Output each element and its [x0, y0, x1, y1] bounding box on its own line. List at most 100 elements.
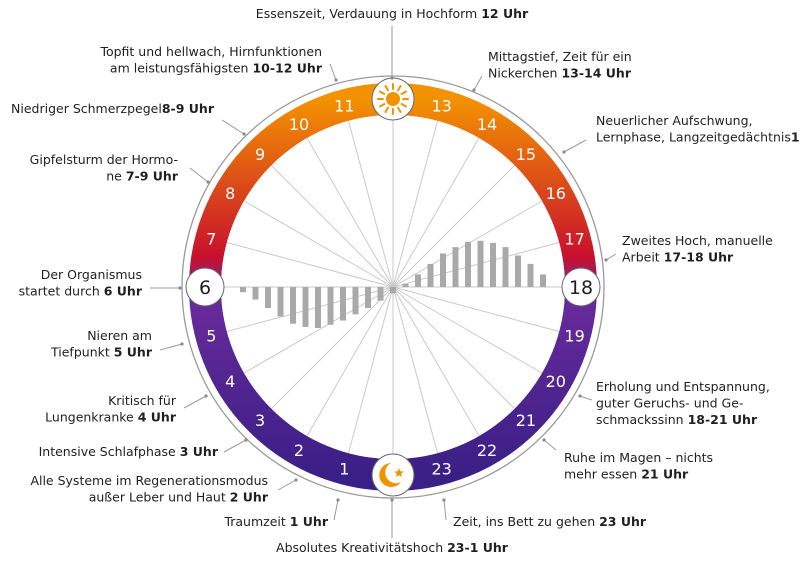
annotation-text: Zeit, ins Bett zu gehen — [453, 514, 599, 529]
annotation-text: Traumzeit — [223, 514, 289, 529]
hour-label: 19 — [564, 327, 584, 346]
activity-bar — [540, 274, 546, 287]
annotation-3: Intensive Schlafphase 3 Uhr — [39, 444, 219, 459]
hour-label: 7 — [206, 229, 216, 248]
hour-label: 16 — [546, 184, 566, 203]
hour-spoke — [271, 286, 394, 409]
annotation-text: Erholung und Entspannung, — [596, 379, 770, 394]
annotation-12: Essenszeit, Verdauung in Hochform 12 Uhr — [256, 6, 529, 21]
annotation-time: 23 Uhr — [599, 514, 647, 529]
hour-label: 13 — [431, 96, 451, 115]
activity-bar — [252, 287, 259, 300]
annotation-leader-dot — [390, 76, 394, 80]
activity-bar — [502, 247, 509, 287]
hour-label: 10 — [289, 115, 309, 134]
hour-label: 11 — [334, 96, 354, 115]
annotation-text: Zweites Hoch, manuelle — [622, 233, 773, 248]
activity-bar — [515, 255, 521, 287]
annotation-text: Nickerchen — [488, 66, 561, 81]
hour-spoke — [348, 120, 394, 288]
annotation-leader-line — [159, 343, 183, 351]
annotation-17-18: Zweites Hoch, manuelle Arbeit 17-18 Uhr — [622, 233, 773, 265]
annotation-text: Lernphase, Langzeitgedächtnis — [596, 130, 791, 145]
annotation-leader-line — [579, 395, 593, 401]
moon-star-icon — [371, 453, 415, 497]
activity-bar — [440, 253, 446, 287]
sun-icon — [371, 77, 415, 121]
hour-label: 9 — [255, 145, 265, 164]
hour-spoke — [392, 137, 480, 288]
activity-bar — [290, 287, 296, 324]
hour-label: 15 — [516, 145, 536, 164]
hour-spoke — [392, 286, 438, 454]
annotation-text: ne — [106, 169, 126, 184]
annotation-leader-line — [543, 439, 557, 451]
annotation-text: Tiefpunkt — [50, 345, 114, 360]
hour-spoke — [271, 165, 394, 288]
annotation-13-14: Mittagstief, Zeit für ein Nickerchen 13-1… — [488, 49, 632, 81]
activity-bar — [365, 287, 371, 308]
annotation-leader-dot — [204, 394, 208, 398]
annotation-8-9: Niedriger Schmerzpegel8-9 Uhr — [11, 101, 215, 116]
annotation-1: Traumzeit 1 Uhr — [223, 514, 328, 529]
annotation-leader-line — [189, 167, 209, 183]
annotation-leader-dot — [206, 180, 210, 184]
annotation-leader-dot — [178, 286, 182, 290]
annotation-text: Kritisch für — [108, 393, 177, 408]
annotation-leader-dot — [442, 498, 446, 502]
annotation-text: Neuerlicher Aufschwung, — [596, 113, 753, 128]
annotation-text: mehr essen — [564, 467, 641, 482]
annotation-time: 4 Uhr — [138, 410, 177, 425]
annotation-leader-dot — [244, 438, 248, 442]
hour-spoke — [392, 120, 438, 288]
hour-spoke — [348, 286, 394, 454]
annotation-5: Nieren am Tiefpunkt 5 Uhr — [50, 328, 153, 360]
annotation-7-9: Gipfelsturm der Hormo-ne 7-9 Uhr — [30, 152, 179, 184]
annotation-leader-line — [329, 63, 337, 81]
annotation-time: 23-1 Uhr — [447, 540, 509, 555]
annotation-time: 6 Uhr — [104, 284, 143, 299]
hour-label: 23 — [431, 460, 451, 479]
annotation-text: am leistungsfähigsten — [110, 61, 253, 76]
annotation-text: Gipfelsturm der Hormo- — [30, 152, 178, 167]
hour-spoke — [226, 242, 394, 288]
annotation-6: Der Organismus startet durch 6 Uhr — [19, 267, 143, 299]
annotation-text: außer Leber und Haut — [89, 490, 230, 505]
annotation-23-1: Absolutes Kreativitätshoch 23-1 Uhr — [276, 540, 509, 555]
hour-label: 21 — [516, 411, 536, 430]
annotation-leader-dot — [180, 342, 184, 346]
annotation-leader-dot — [242, 132, 246, 136]
annotation-leader-dot — [294, 478, 298, 482]
annotation-leader-line — [605, 253, 617, 261]
annotation-15-16: Neuerlicher Aufschwung, Lernphase, Langze… — [596, 113, 800, 145]
annotation-time: 5 Uhr — [114, 345, 153, 360]
activity-bar — [315, 287, 321, 328]
annotation-leader-dot — [472, 88, 476, 92]
hour-spoke — [392, 286, 560, 332]
hour-label: 14 — [477, 115, 497, 134]
annotation-text: Essenszeit, Verdauung in Hochform — [256, 6, 481, 21]
activity-bar — [452, 247, 459, 287]
hour-label: 6 — [199, 277, 211, 299]
hour-badge — [185, 267, 225, 307]
hour-spoke — [306, 286, 394, 437]
annotation-leader-dot — [578, 394, 582, 398]
hour-label: 22 — [477, 441, 497, 460]
hour-spoke — [392, 286, 515, 409]
annotation-leader-dot — [334, 78, 338, 82]
hour-spoke — [392, 286, 543, 374]
activity-bar — [352, 287, 359, 315]
activity-curve — [240, 240, 546, 328]
hour-label: 2 — [294, 441, 304, 460]
annotation-time: 1 Uhr — [290, 514, 329, 529]
annotation-leaders — [150, 26, 617, 538]
annotation-leader-dot — [604, 258, 608, 262]
annotation-leader-line — [563, 139, 587, 153]
annotation-text: Alle Systeme im Regenerationsmodus — [30, 473, 268, 488]
annotation-2: Alle Systeme im Regenerationsmodus außer … — [30, 473, 268, 505]
hour-label: 3 — [255, 411, 265, 430]
annotation-text: Mittagstief, Zeit für ein — [488, 49, 632, 64]
hour-spoke — [243, 200, 394, 288]
annotation-leader-line — [223, 439, 247, 453]
